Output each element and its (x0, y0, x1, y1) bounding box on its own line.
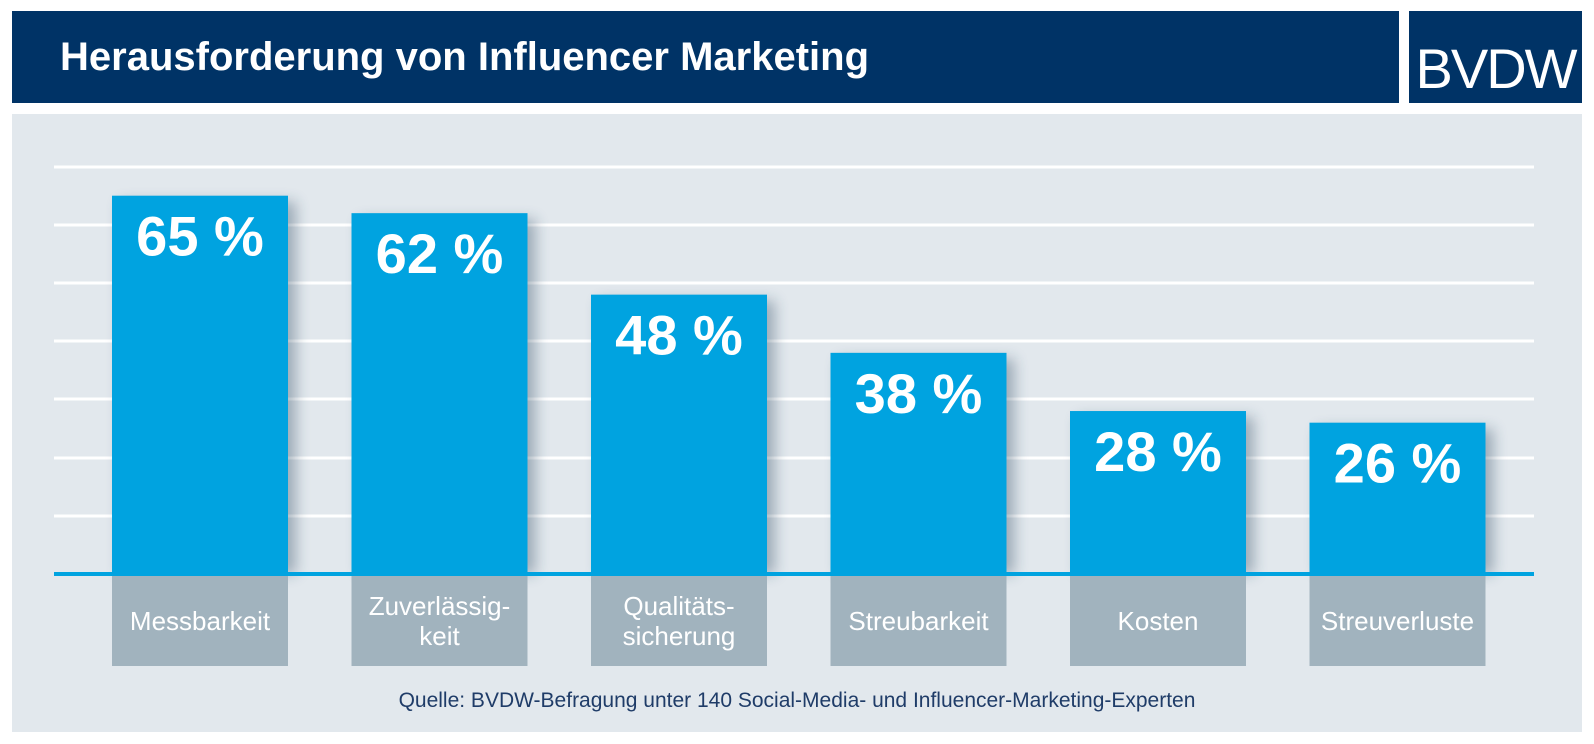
category-box (351, 576, 528, 666)
category-box (830, 576, 1007, 666)
category-label: Zuverlässig- (369, 591, 511, 621)
value-label: 38 % (855, 362, 983, 425)
title-banner: Herausforderung von Influencer Marketing (12, 11, 1399, 103)
category-box (1070, 576, 1246, 666)
value-label: 48 % (615, 304, 743, 367)
bar-4 (830, 352, 1007, 574)
value-label: 26 % (1334, 432, 1462, 495)
category-label: sicherung (623, 621, 736, 651)
bars: 65 % 62 % 48 % 38 % 28 % 26 % (112, 195, 1486, 574)
category-labels: Messbarkeit Zuverlässig-keit Qualitäts-sic… (112, 576, 1486, 666)
value-label: 62 % (376, 222, 504, 285)
logo-text: BVDW (1415, 37, 1578, 100)
category-label: Qualitäts- (623, 591, 734, 621)
source-note: Quelle: BVDW-Befragung unter 140 Social-… (398, 689, 1196, 712)
category-label: Streubarkeit (848, 606, 989, 636)
value-label: 65 % (136, 205, 264, 268)
category-box (112, 576, 288, 666)
gridlines (54, 165, 1534, 518)
bar-shadows (120, 201, 1494, 574)
bar-3 (591, 294, 767, 574)
category-label: Kosten (1118, 606, 1199, 636)
category-box (591, 576, 767, 666)
category-label: Streuverluste (1321, 606, 1474, 636)
bar-1 (112, 195, 288, 574)
category-box (1309, 576, 1486, 666)
bar-2 (351, 213, 528, 574)
category-label: Messbarkeit (130, 606, 271, 636)
bar-6 (1309, 422, 1486, 574)
page-title: Herausforderung von Influencer Marketing (60, 35, 870, 79)
category-label: keit (419, 621, 460, 651)
value-label: 28 % (1094, 420, 1222, 483)
bvdw-logo: BVDW (1409, 11, 1582, 103)
bar-5 (1070, 411, 1246, 574)
